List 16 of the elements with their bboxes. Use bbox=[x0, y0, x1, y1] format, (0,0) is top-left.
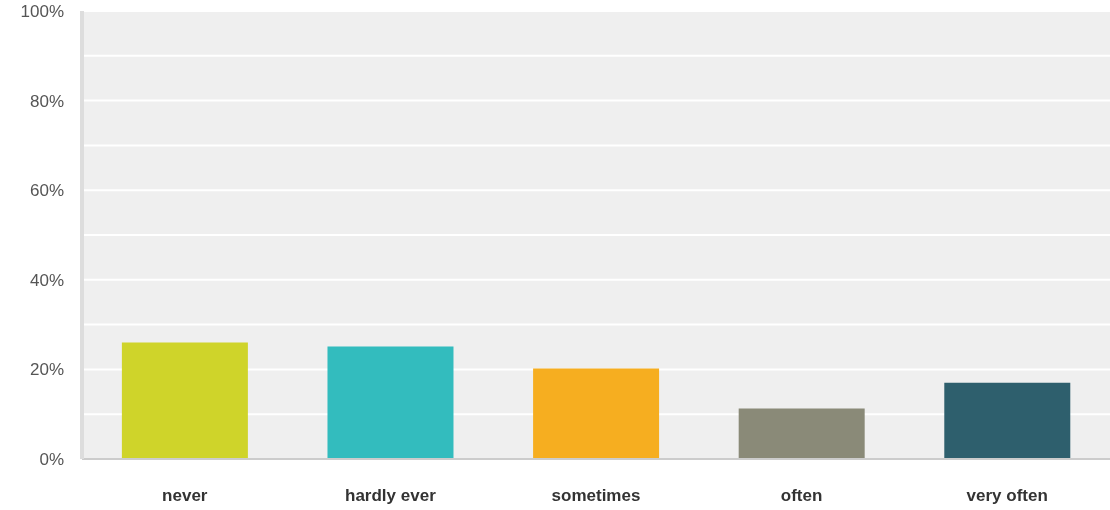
y-tick-label: 0% bbox=[39, 450, 64, 470]
x-tick-label: often bbox=[780, 486, 823, 506]
x-tick-label: hardly ever bbox=[345, 486, 437, 506]
y-tick-label: 40% bbox=[29, 270, 64, 290]
x-tick-label: very often bbox=[966, 486, 1048, 506]
y-tick-label: 20% bbox=[29, 360, 64, 380]
bar bbox=[944, 382, 1071, 459]
bar bbox=[327, 346, 454, 459]
y-tick-label: 100% bbox=[20, 2, 64, 22]
bar bbox=[533, 368, 660, 459]
y-tick-label: 80% bbox=[29, 91, 64, 111]
bar bbox=[121, 342, 248, 459]
y-tick-label: 60% bbox=[29, 181, 64, 201]
x-tick-label: sometimes bbox=[551, 486, 641, 506]
x-tick-label: never bbox=[162, 486, 208, 506]
bar bbox=[738, 408, 865, 459]
